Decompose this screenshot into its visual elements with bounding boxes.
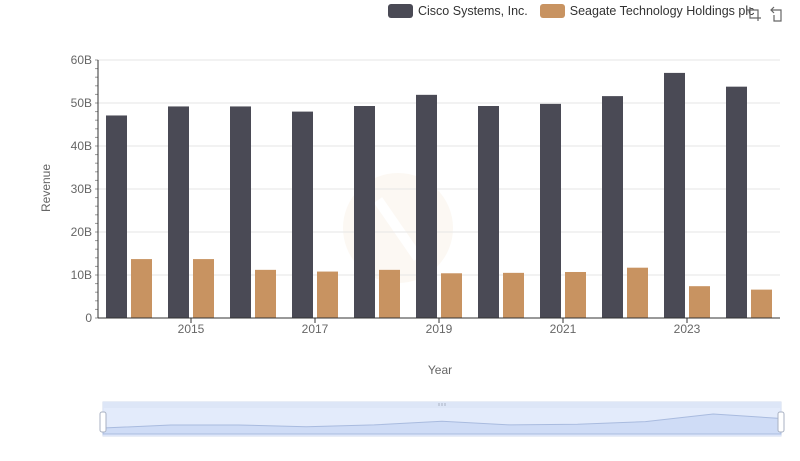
bar-cisco-2017[interactable] (292, 111, 313, 318)
x-tick-label: 2023 (674, 322, 701, 336)
legend-swatch-seagate (539, 4, 565, 18)
bar-cisco-2015[interactable] (168, 106, 189, 318)
x-tick-label: 2019 (426, 322, 453, 336)
bar-cisco-2024[interactable] (726, 86, 747, 318)
legend-item-cisco[interactable]: Cisco Systems, Inc. (388, 4, 528, 18)
bar-seagate-2015[interactable] (193, 259, 214, 318)
bar-cisco-2022[interactable] (602, 96, 623, 319)
legend: Cisco Systems, Inc. Seagate Technology H… (388, 4, 754, 18)
x-tick-label: 2021 (550, 322, 577, 336)
slider-handle-right[interactable] (777, 411, 785, 433)
bar-seagate-2014[interactable] (131, 259, 152, 318)
bar-cisco-2021[interactable] (540, 103, 561, 318)
legend-swatch-cisco (388, 4, 413, 18)
bar-cisco-2023[interactable] (664, 72, 685, 319)
reset-zoom-icon[interactable] (770, 6, 786, 22)
bar-seagate-2023[interactable] (689, 286, 710, 318)
zoom-icon[interactable] (746, 6, 762, 22)
toolbox (746, 6, 786, 22)
y-tick-label: 20B (71, 225, 92, 239)
bar-cisco-2020[interactable] (478, 106, 499, 318)
axes: 0 10B 20B 30B 40B 50B 60B 2015 2017 2019 2021 2023 (71, 53, 780, 336)
bar-seagate-2024[interactable] (751, 289, 772, 318)
slider-grip-icon[interactable] (438, 403, 446, 406)
bar-cisco-2018[interactable] (354, 106, 375, 318)
x-tick-label: 2015 (178, 322, 205, 336)
slider-handle-left[interactable] (99, 411, 107, 433)
data-zoom-slider[interactable] (99, 401, 785, 437)
bar-seagate-2017[interactable] (317, 271, 338, 318)
bar-seagate-2020[interactable] (503, 272, 524, 318)
y-tick-label: 0 (85, 311, 92, 325)
legend-item-seagate[interactable]: Seagate Technology Holdings plc (539, 4, 755, 18)
y-tick-label: 10B (71, 268, 92, 282)
bar-seagate-2016[interactable] (255, 269, 276, 318)
legend-label-cisco: Cisco Systems, Inc. (418, 4, 528, 18)
bars (106, 72, 772, 319)
bar-cisco-2016[interactable] (230, 106, 251, 318)
y-tick-label: 50B (71, 96, 92, 110)
legend-label-seagate: Seagate Technology Holdings plc (569, 4, 755, 18)
bar-seagate-2022[interactable] (627, 267, 648, 318)
x-axis-title: Year (428, 363, 452, 377)
bar-cisco-2019[interactable] (416, 94, 437, 318)
bar-cisco-2014[interactable] (106, 115, 127, 318)
slider-preview-line (102, 413, 782, 435)
bar-seagate-2019[interactable] (441, 273, 462, 318)
y-tick-label: 40B (71, 139, 92, 153)
y-axis-title: Revenue (39, 164, 53, 212)
bar-seagate-2018[interactable] (379, 269, 400, 318)
bar-seagate-2021[interactable] (565, 271, 586, 318)
y-tick-label: 30B (71, 182, 92, 196)
y-tick-label: 60B (71, 53, 92, 67)
x-tick-label: 2017 (302, 322, 329, 336)
